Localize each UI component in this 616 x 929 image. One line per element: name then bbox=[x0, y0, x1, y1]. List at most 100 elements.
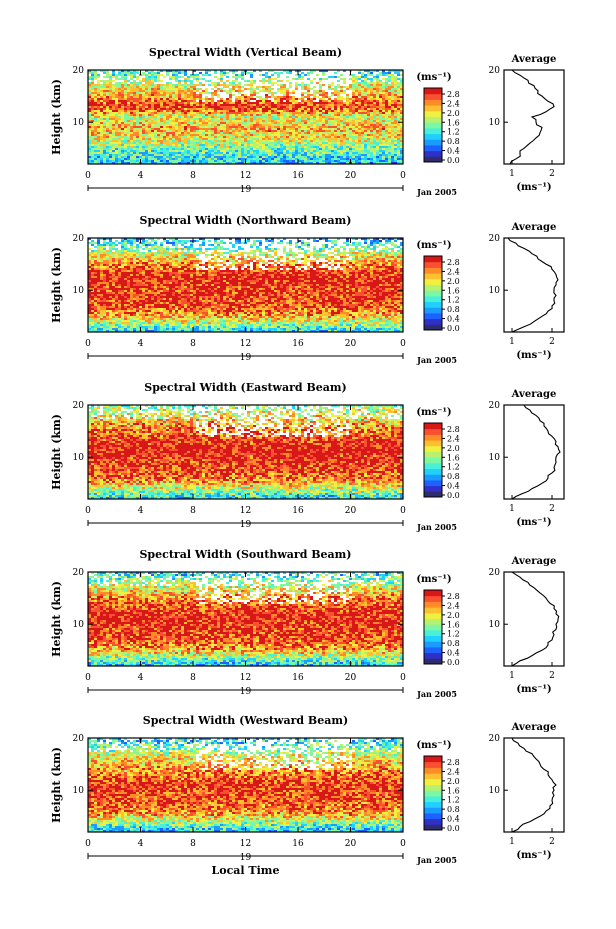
heatmap-cell bbox=[217, 140, 220, 142]
heatmap-cell bbox=[289, 134, 292, 136]
heatmap-cell bbox=[175, 244, 178, 246]
heatmap-cell bbox=[187, 144, 190, 146]
heatmap-cell bbox=[115, 118, 118, 120]
heatmap-cell bbox=[343, 148, 346, 150]
heatmap-cell bbox=[160, 250, 163, 252]
heatmap-cell bbox=[283, 162, 286, 164]
heatmap-cell bbox=[361, 94, 364, 96]
heatmap-cell bbox=[259, 136, 262, 138]
heatmap-cell bbox=[142, 78, 145, 80]
heatmap-cell bbox=[397, 88, 400, 90]
heatmap-cell bbox=[325, 112, 328, 114]
heatmap-cell bbox=[325, 126, 328, 128]
heatmap-cell bbox=[217, 242, 220, 244]
heatmap-cell bbox=[349, 142, 352, 144]
heatmap-cell bbox=[223, 158, 226, 160]
heatmap-cell bbox=[232, 106, 235, 108]
heatmap-cell bbox=[145, 118, 148, 120]
heatmap-cell bbox=[364, 132, 367, 134]
heatmap-cell bbox=[100, 108, 103, 110]
heatmap-cell bbox=[115, 106, 118, 108]
heatmap-cell bbox=[391, 160, 394, 162]
heatmap-cell bbox=[352, 102, 355, 104]
heatmap-cell bbox=[151, 162, 154, 164]
heatmap-cell bbox=[199, 238, 202, 240]
heatmap-cell bbox=[307, 106, 310, 108]
heatmap-cell bbox=[184, 74, 187, 76]
heatmap-cell bbox=[103, 248, 106, 250]
heatmap-cell bbox=[145, 110, 148, 112]
heatmap-cell bbox=[220, 120, 223, 122]
heatmap-cell bbox=[112, 126, 115, 128]
heatmap-cell bbox=[115, 146, 118, 148]
heatmap-cell bbox=[349, 110, 352, 112]
heatmap-cell bbox=[289, 160, 292, 162]
heatmap-cell bbox=[181, 86, 184, 88]
heatmap-cell bbox=[358, 150, 361, 152]
heatmap-cell bbox=[319, 114, 322, 116]
heatmap-cell bbox=[235, 150, 238, 152]
colorbar-swatch bbox=[424, 139, 442, 146]
heatmap-cell bbox=[232, 158, 235, 160]
heatmap-cell bbox=[88, 154, 91, 156]
heatmap-cell bbox=[382, 90, 385, 92]
heatmap-cell bbox=[124, 86, 127, 88]
heatmap-cell bbox=[397, 108, 400, 110]
heatmap-cell bbox=[100, 136, 103, 138]
heatmap-cell bbox=[112, 110, 115, 112]
heatmap-cell bbox=[250, 128, 253, 130]
heatmap-cell bbox=[157, 74, 160, 76]
heatmap-cell bbox=[187, 120, 190, 122]
heatmap-cell bbox=[187, 118, 190, 120]
heatmap-cell bbox=[391, 128, 394, 130]
heatmap-cell bbox=[280, 112, 283, 114]
heatmap-cell bbox=[298, 120, 301, 122]
heatmap-cell bbox=[232, 114, 235, 116]
heatmap-cell bbox=[142, 94, 145, 96]
heatmap-cell bbox=[133, 240, 136, 242]
heatmap-cell bbox=[349, 156, 352, 158]
heatmap-cell bbox=[259, 86, 262, 88]
heatmap-cell bbox=[103, 104, 106, 106]
heatmap-cell bbox=[241, 132, 244, 134]
heatmap-cell bbox=[382, 154, 385, 156]
heatmap-cell bbox=[88, 116, 91, 118]
heatmap-cell bbox=[184, 124, 187, 126]
heatmap-cell bbox=[298, 160, 301, 162]
heatmap-cell bbox=[334, 90, 337, 92]
heatmap-cell bbox=[214, 246, 217, 248]
heatmap-cell bbox=[121, 128, 124, 130]
heatmap-cell bbox=[232, 112, 235, 114]
heatmap-cell bbox=[277, 238, 280, 240]
heatmap-cell bbox=[175, 86, 178, 88]
heatmap-cell bbox=[181, 114, 184, 116]
heatmap-cell bbox=[184, 114, 187, 116]
heatmap-cell bbox=[193, 148, 196, 150]
heatmap-cell bbox=[115, 120, 118, 122]
heatmap-cell bbox=[235, 104, 238, 106]
heatmap-cell bbox=[262, 100, 265, 102]
heatmap-cell bbox=[157, 102, 160, 104]
heatmap-cell bbox=[157, 110, 160, 112]
heatmap-cell bbox=[388, 238, 391, 240]
heatmap-cell bbox=[361, 126, 364, 128]
heatmap-cell bbox=[238, 140, 241, 142]
heatmap-cell bbox=[340, 112, 343, 114]
heatmap-cell bbox=[307, 158, 310, 160]
heatmap-cell bbox=[367, 156, 370, 158]
heatmap-cell bbox=[316, 126, 319, 128]
heatmap-cell bbox=[142, 150, 145, 152]
heatmap-cell bbox=[367, 138, 370, 140]
heatmap-cell bbox=[385, 162, 388, 164]
heatmap-cell bbox=[166, 92, 169, 94]
heatmap-cell bbox=[241, 96, 244, 98]
heatmap-cell bbox=[136, 244, 139, 246]
heatmap-cell bbox=[331, 240, 334, 242]
heatmap-cell bbox=[139, 84, 142, 86]
heatmap-cell bbox=[193, 152, 196, 154]
heatmap-cell bbox=[196, 142, 199, 144]
heatmap-cell bbox=[322, 114, 325, 116]
heatmap-cell bbox=[136, 130, 139, 132]
heatmap-cell bbox=[316, 104, 319, 106]
heatmap-cell bbox=[130, 82, 133, 84]
